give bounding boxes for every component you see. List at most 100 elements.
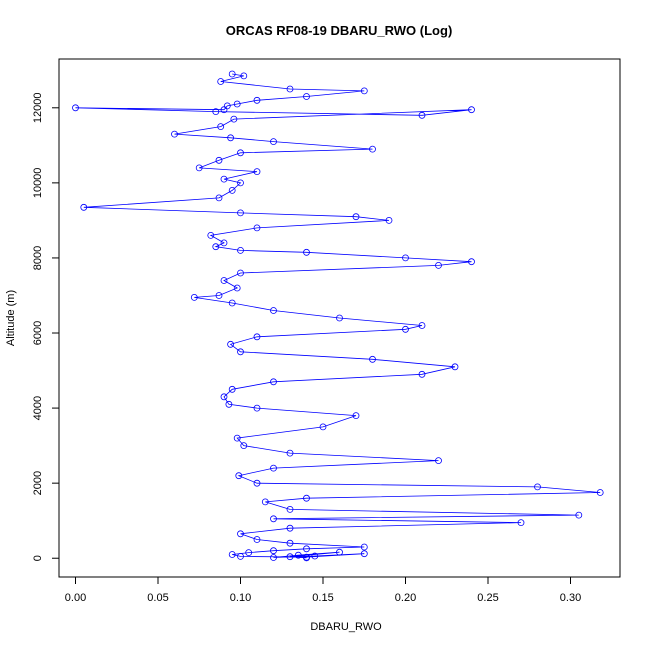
data-point (237, 269, 244, 277)
data-point (195, 164, 203, 172)
data-point (402, 254, 409, 262)
data-point (270, 554, 277, 561)
data-point (517, 519, 525, 526)
data-point (336, 548, 343, 556)
y-tick-label: 0 (32, 555, 44, 561)
y-tick-label: 10000 (32, 168, 44, 199)
data-point (230, 115, 238, 123)
data-point (237, 348, 244, 356)
data-point (303, 545, 310, 553)
data-point (235, 472, 243, 480)
data-point (286, 539, 294, 547)
y-tick-label: 2000 (32, 471, 44, 495)
data-point (233, 434, 241, 442)
data-point (270, 547, 277, 555)
data-point (233, 284, 241, 292)
data-point (253, 333, 261, 341)
x-tick-label: 0.10 (230, 592, 251, 604)
data-point (360, 87, 368, 95)
data-point (228, 551, 236, 558)
data-point (286, 505, 294, 513)
data-point (228, 299, 236, 307)
y-tick-label: 8000 (32, 246, 44, 270)
data-point (253, 404, 261, 412)
data-point (286, 449, 294, 457)
data-point (311, 552, 319, 560)
data-point (228, 385, 236, 393)
data-point (253, 536, 261, 543)
data-point (237, 209, 244, 217)
data-point (80, 203, 88, 211)
y-axis: 0 2000 4000 6000 8000 10000 12000 (32, 93, 60, 561)
y-axis-title: Altitude (m) (5, 290, 17, 346)
y-tick-label: 12000 (32, 93, 44, 124)
data-point (336, 314, 343, 322)
data-point (237, 530, 244, 538)
data-point (303, 248, 310, 256)
data-point (72, 104, 79, 112)
data-point (402, 325, 409, 333)
data-point (451, 363, 459, 371)
y-tick-label: 6000 (32, 321, 44, 345)
data-point (253, 168, 261, 176)
data-point (240, 72, 248, 80)
data-point (468, 106, 475, 114)
data-point (220, 175, 228, 183)
data-point (534, 483, 541, 491)
data-point (237, 149, 244, 157)
data-point (171, 130, 178, 138)
data-point (215, 156, 223, 164)
data-point (212, 108, 220, 115)
data-point (207, 231, 215, 239)
data-point (240, 442, 248, 450)
data-point (215, 292, 223, 299)
data-point (435, 457, 442, 465)
data-point (220, 239, 228, 247)
data-point (270, 307, 277, 314)
data-point (212, 243, 220, 251)
data-point (227, 134, 235, 142)
data-point (286, 553, 294, 561)
data-point (468, 258, 475, 266)
data-point (253, 479, 261, 487)
data-point (233, 100, 241, 108)
data-point (303, 554, 310, 562)
data-point (237, 553, 244, 560)
series-line-0 (75, 73, 601, 559)
data-point (245, 549, 253, 556)
data-point (225, 400, 233, 408)
data-point (303, 93, 310, 100)
data-point (286, 524, 294, 532)
data-point (270, 464, 277, 472)
data-point (220, 393, 228, 401)
data-point (217, 78, 225, 85)
data-point (237, 179, 244, 187)
data-point (261, 498, 269, 506)
data-point (215, 194, 223, 202)
data-point (418, 370, 426, 378)
data-point (596, 489, 604, 496)
data-point (369, 145, 376, 153)
data-point (220, 277, 228, 284)
x-tick-label: 0.05 (147, 592, 168, 604)
data-point (418, 111, 426, 119)
data-point (294, 551, 302, 559)
data-point (418, 322, 426, 329)
data-point (319, 423, 327, 431)
x-tick-label: 0.15 (312, 592, 333, 604)
data-point (270, 378, 277, 386)
x-tick-label: 0.25 (477, 592, 498, 604)
x-tick-label: 0.20 (395, 592, 416, 604)
x-axis-title: DBARU_RWO (310, 621, 382, 633)
data-point (575, 511, 583, 519)
y-tick-label: 4000 (32, 396, 44, 420)
data-point (253, 96, 261, 104)
data-point (228, 70, 236, 78)
x-axis: 0.00 0.05 0.10 0.15 0.20 0.25 0.30 (65, 576, 581, 604)
data-point (220, 106, 228, 114)
data-point (360, 543, 368, 551)
data-point (303, 494, 310, 502)
chart-title: ORCAS RF08-19 DBARU_RWO (Log) (226, 23, 453, 38)
data-point (228, 186, 236, 194)
